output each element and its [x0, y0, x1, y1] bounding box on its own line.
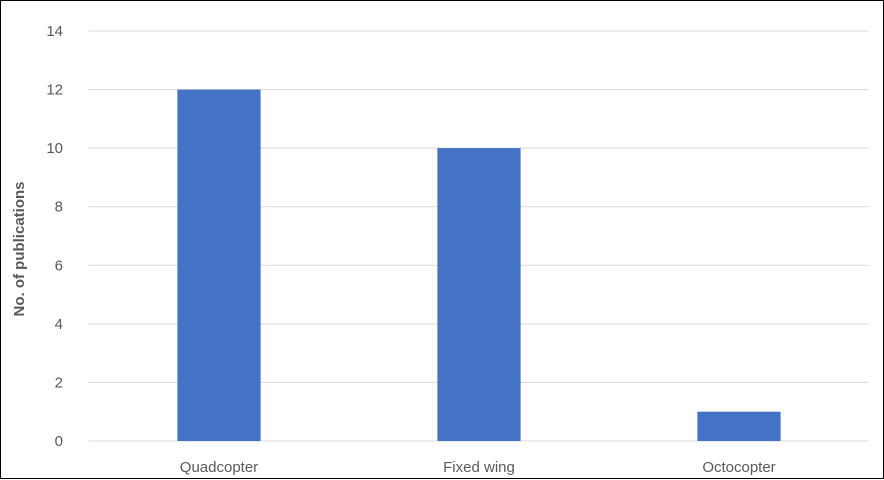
y-tick-label: 2: [55, 374, 63, 391]
y-tick-label: 8: [55, 199, 63, 216]
x-tick-label: Quadcopter: [180, 459, 258, 476]
y-tick-label: 4: [55, 316, 63, 333]
y-tick-label: 6: [55, 257, 63, 274]
y-tick-label: 0: [55, 433, 63, 450]
bar-quadcopter: [177, 89, 261, 442]
x-axis-ticks: Quadcopter Fixed wing Octocopter: [180, 459, 776, 476]
bar-octocopter: [697, 411, 781, 441]
y-tick-label: 14: [46, 23, 63, 40]
y-axis-ticks: 0 2 4 6 8 10 12 14: [46, 23, 63, 450]
y-axis-title: No. of publications: [11, 182, 28, 317]
bar-fixed-wing: [437, 148, 521, 441]
y-tick-label: 10: [46, 140, 63, 157]
x-tick-label: Octocopter: [702, 459, 775, 476]
x-tick-label: Fixed wing: [443, 459, 515, 476]
y-tick-label: 12: [46, 82, 63, 99]
bars: [177, 89, 781, 442]
